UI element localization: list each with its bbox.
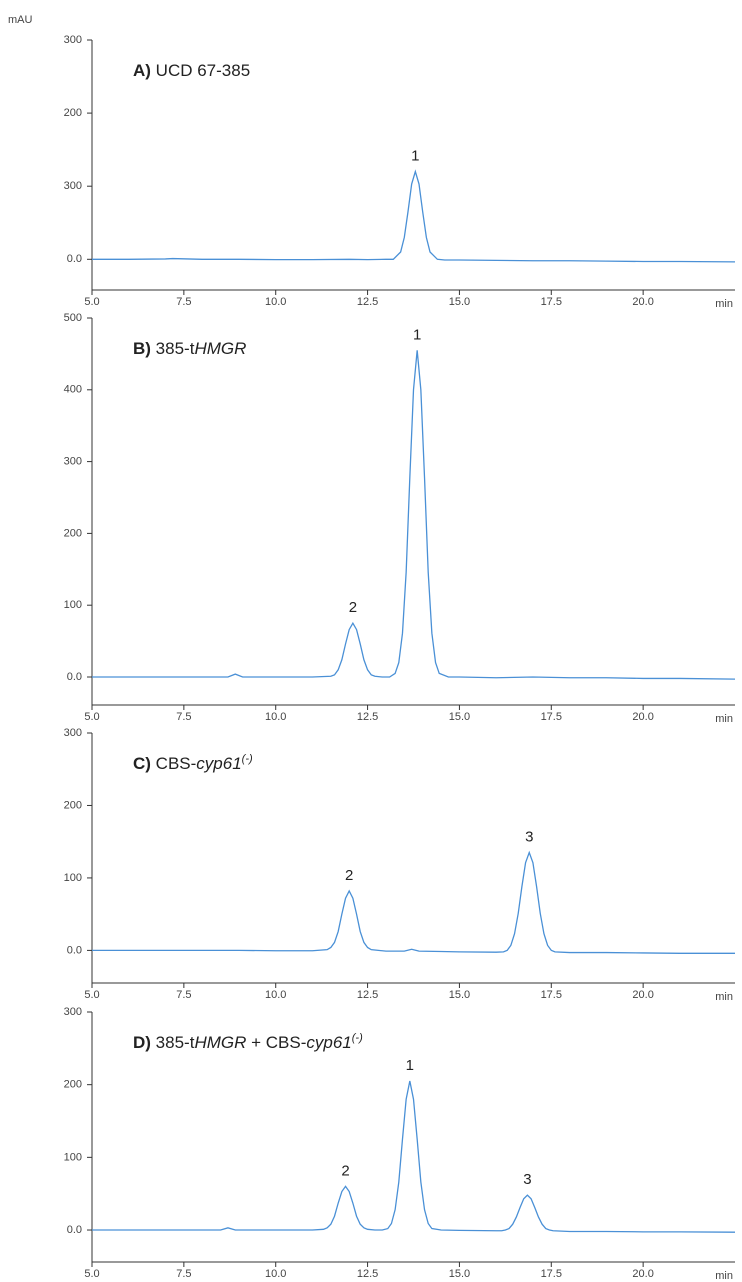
y-tick-label: 200: [64, 1079, 82, 1091]
panel-title: A) UCD 67-385: [133, 61, 250, 80]
x-tick-label: 7.5: [176, 989, 191, 1001]
x-tick-label: 15.0: [449, 711, 470, 723]
peak-label: 1: [411, 148, 419, 165]
x-tick-label: 20.0: [632, 711, 653, 723]
y-tick-label: 100: [64, 872, 82, 884]
title-part: HMGR: [194, 339, 246, 358]
y-tick-label: 0.0: [67, 944, 82, 956]
y-tick-label: 300: [64, 727, 82, 739]
title-part: A): [133, 61, 151, 80]
x-axis-label: min: [715, 713, 733, 725]
peak-label: 3: [525, 829, 533, 846]
peak-label: 3: [523, 1171, 531, 1188]
peak-label: 1: [406, 1057, 414, 1074]
x-tick-label: 10.0: [265, 711, 286, 723]
chromatogram-trace: [92, 850, 735, 954]
title-part: (-): [352, 1032, 363, 1044]
x-tick-label: 5.0: [84, 711, 99, 723]
chromatogram-trace: [92, 169, 736, 263]
x-tick-label: 17.5: [541, 1268, 562, 1280]
x-axis-label: min: [715, 991, 733, 1003]
x-tick-label: 15.0: [449, 989, 470, 1001]
panel-title: D) 385-tHMGR + CBS-cyp61(-): [133, 1032, 363, 1053]
title-part: cyp61: [306, 1033, 351, 1052]
peak-label: 1: [413, 326, 421, 343]
y-axis-label: mAU: [8, 14, 33, 26]
x-tick-label: 15.0: [449, 1268, 470, 1280]
x-axis-label: min: [715, 298, 733, 310]
x-tick-label: 12.5: [357, 711, 378, 723]
x-tick-label: 7.5: [176, 711, 191, 723]
title-part: 385-t: [151, 339, 195, 358]
x-axis-label: min: [715, 1270, 733, 1282]
y-tick-label: 300: [64, 34, 82, 46]
x-tick-label: 20.0: [632, 989, 653, 1001]
x-tick-label: 17.5: [541, 711, 562, 723]
x-tick-label: 17.5: [541, 989, 562, 1001]
title-part: B): [133, 339, 151, 358]
x-tick-label: 7.5: [176, 1268, 191, 1280]
title-part: UCD 67-385: [151, 61, 250, 80]
x-tick-label: 10.0: [265, 989, 286, 1001]
x-tick-label: 17.5: [541, 296, 562, 308]
y-tick-label: 200: [64, 799, 82, 811]
x-tick-label: 15.0: [449, 296, 470, 308]
title-part: C): [133, 754, 151, 773]
x-tick-label: 12.5: [357, 1268, 378, 1280]
y-tick-label: 400: [64, 384, 82, 396]
title-part: cyp61: [196, 754, 241, 773]
y-tick-label: 300: [64, 1006, 82, 1018]
y-tick-label: 100: [64, 1151, 82, 1163]
x-tick-label: 20.0: [632, 296, 653, 308]
x-tick-label: 12.5: [357, 296, 378, 308]
x-tick-label: 10.0: [265, 296, 286, 308]
x-tick-label: 12.5: [357, 989, 378, 1001]
x-tick-label: 20.0: [632, 1268, 653, 1280]
peak-label: 2: [349, 599, 357, 616]
panel-title: B) 385-tHMGR: [133, 339, 246, 358]
x-tick-label: 5.0: [84, 989, 99, 1001]
y-tick-label: 300: [64, 456, 82, 468]
title-part: D): [133, 1033, 151, 1052]
y-tick-label: 0.0: [67, 1224, 82, 1236]
title-part: + CBS-: [246, 1033, 306, 1052]
title-part: 385-t: [151, 1033, 195, 1052]
chromatogram-trace: [92, 350, 736, 680]
peak-label: 2: [341, 1162, 349, 1179]
y-tick-label: 100: [64, 599, 82, 611]
y-tick-label: 200: [64, 107, 82, 119]
y-tick-label: 500: [64, 312, 82, 324]
y-tick-label: 300: [64, 180, 82, 192]
title-part: CBS-: [151, 754, 196, 773]
y-tick-label: 200: [64, 527, 82, 539]
chromatogram-trace: [92, 1080, 736, 1233]
panel-title: C) CBS-cyp61(-): [133, 753, 253, 774]
title-part: (-): [242, 753, 253, 765]
x-tick-label: 7.5: [176, 296, 191, 308]
x-tick-label: 5.0: [84, 1268, 99, 1280]
x-tick-label: 10.0: [265, 1268, 286, 1280]
title-part: HMGR: [194, 1033, 246, 1052]
y-tick-label: 0.0: [67, 253, 82, 265]
peak-label: 2: [345, 867, 353, 884]
x-tick-label: 5.0: [84, 296, 99, 308]
y-tick-label: 0.0: [67, 671, 82, 683]
